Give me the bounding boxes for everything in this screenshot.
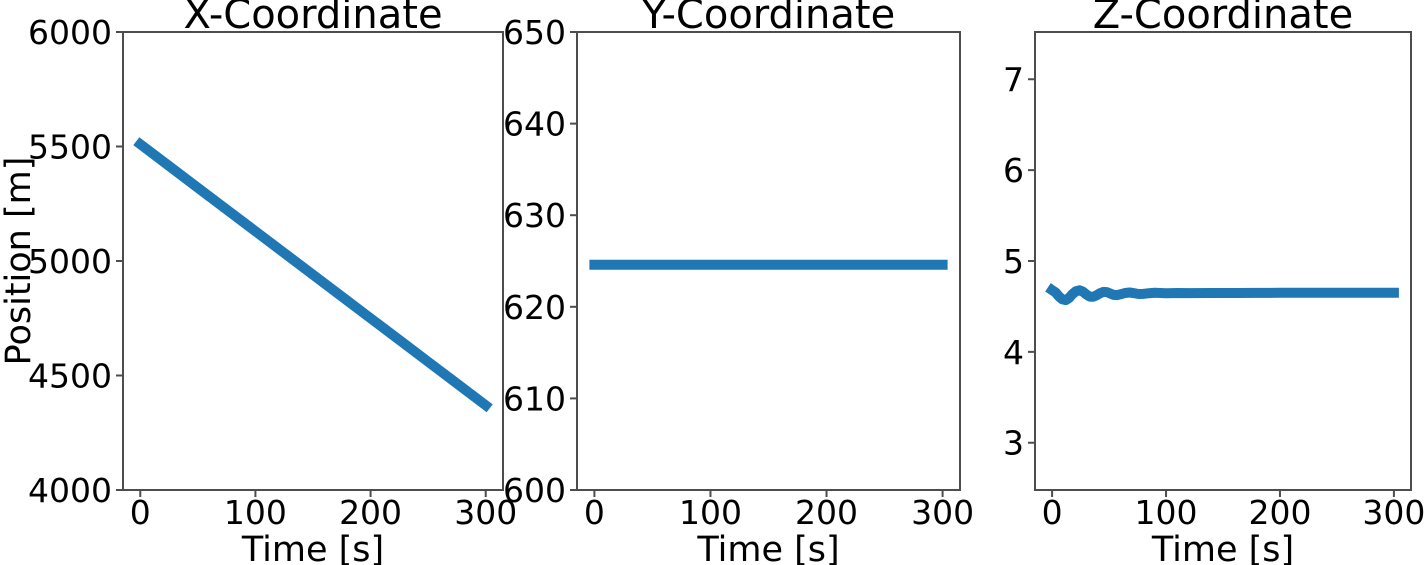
x-tick-label: 100 bbox=[1135, 493, 1198, 532]
panel-x-coordinate: 0 100 200 300 4000 4500 5000 5500 6000 X-Coordina… bbox=[0, 0, 517, 565]
x-tick-label: 200 bbox=[1248, 493, 1311, 532]
y-tick-label: 7 bbox=[1003, 60, 1024, 99]
x-axis-label: Time [s] bbox=[696, 530, 839, 565]
plot-title: Z-Coordinate bbox=[1093, 0, 1353, 38]
y-tick-label: 3 bbox=[1003, 424, 1024, 463]
x-axis-label: Time [s] bbox=[241, 530, 384, 565]
x-tick-label: 200 bbox=[795, 493, 858, 532]
y-tick-label: 4500 bbox=[28, 357, 112, 396]
plot-title: Y-Coordinate bbox=[641, 0, 895, 38]
y-tick-label: 5000 bbox=[28, 242, 112, 281]
y-axis-label: Position [m] bbox=[0, 157, 39, 366]
x-axis-label: Time [s] bbox=[1151, 530, 1294, 565]
panel-y-coordinate: 0 100 200 300 600 610 620 630 640 650 Y-Coordinate… bbox=[503, 0, 974, 565]
y-tick-label: 600 bbox=[503, 471, 566, 510]
y-tick-label: 4000 bbox=[28, 471, 112, 510]
y-tick-label: 6 bbox=[1003, 151, 1024, 190]
x-tick-label: 300 bbox=[454, 493, 517, 532]
x-tick-label: 100 bbox=[224, 493, 287, 532]
x-coordinate-line bbox=[133, 137, 493, 413]
y-tick-label: 5 bbox=[1003, 242, 1024, 281]
y-tick-label: 610 bbox=[503, 379, 566, 418]
y-tick-label: 640 bbox=[503, 105, 566, 144]
x-tick-label: 0 bbox=[1042, 493, 1063, 532]
x-tick-label: 0 bbox=[130, 493, 151, 532]
x-tick-label: 300 bbox=[1362, 493, 1425, 532]
axes-spines bbox=[1034, 31, 1412, 491]
x-tick-label: 0 bbox=[584, 493, 605, 532]
z-coordinate-line bbox=[1045, 283, 1399, 306]
y-tick-label: 5500 bbox=[28, 128, 112, 167]
x-tick-label: 200 bbox=[339, 493, 402, 532]
y-tick-label: 650 bbox=[503, 13, 566, 52]
axes-spines bbox=[122, 31, 504, 491]
plot-title: X-Coordinate bbox=[183, 0, 442, 38]
y-tick-label: 4 bbox=[1003, 333, 1024, 372]
panel-z-coordinate: 0 100 200 300 3 4 5 6 7 Z-Coordinate Time [s] bbox=[1003, 0, 1425, 565]
y-tick-label: 6000 bbox=[28, 13, 112, 52]
x-tick-label: 300 bbox=[911, 493, 974, 532]
axes-spines bbox=[576, 31, 961, 491]
x-tick-label: 100 bbox=[679, 493, 742, 532]
y-tick-label: 620 bbox=[503, 288, 566, 327]
y-tick-label: 630 bbox=[503, 196, 566, 235]
